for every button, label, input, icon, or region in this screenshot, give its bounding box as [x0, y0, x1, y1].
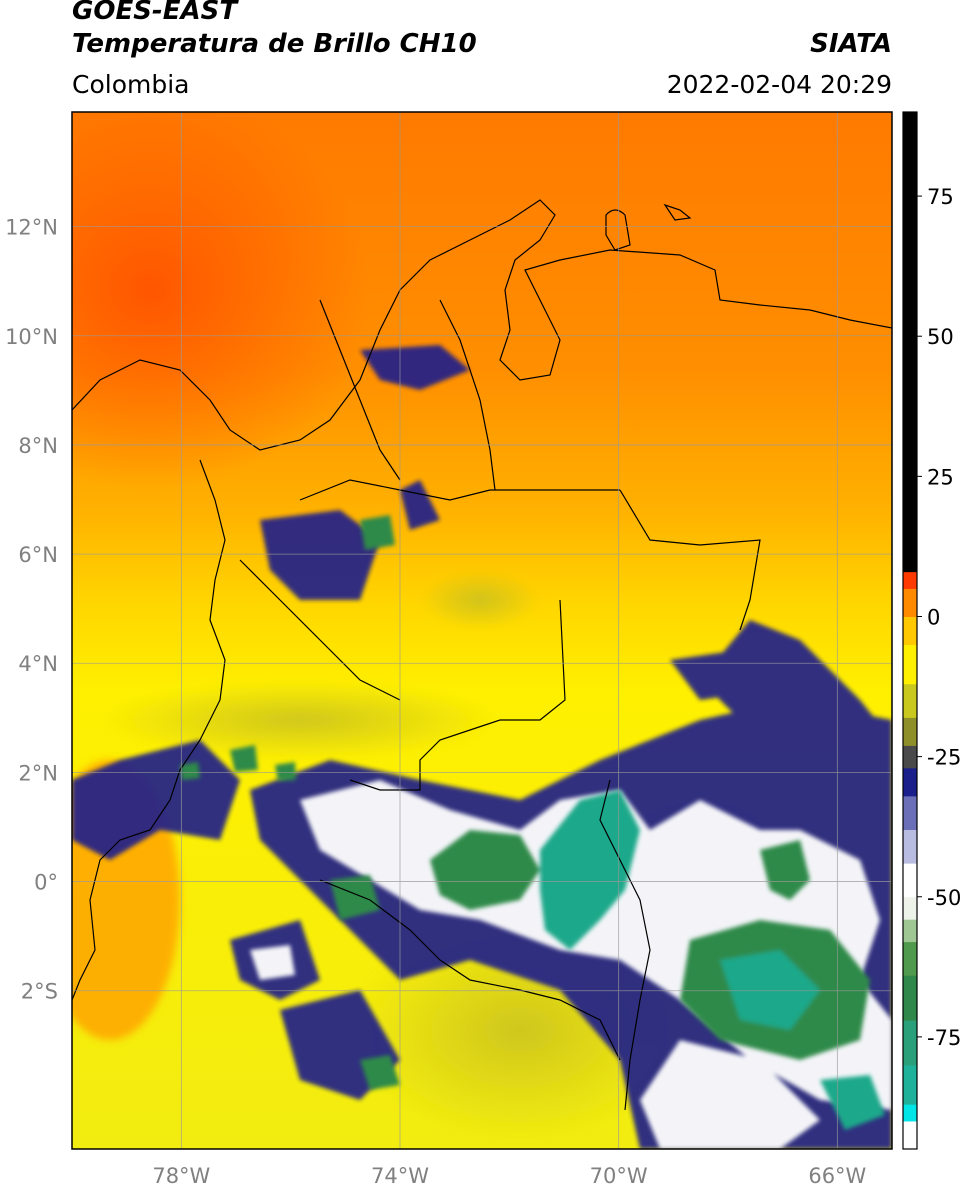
- graticule: [72, 112, 892, 1149]
- colorbar-segment: [903, 1020, 917, 1066]
- colorbar-tick-label: 25: [927, 465, 954, 489]
- latitude-axis: 12°N 10°N 8°N 6°N 4°N 2°N 0° 2°S: [5, 216, 58, 1004]
- colorbar-segment: [903, 975, 917, 1021]
- lat-tick-label: 8°N: [18, 434, 58, 458]
- lat-tick-label: 12°N: [5, 216, 58, 240]
- colorbar-segment: [903, 1064, 917, 1105]
- lat-tick-label: 2°S: [21, 980, 58, 1004]
- colorbar-tick-label: 0: [927, 605, 940, 629]
- colorbar-segment: [903, 571, 917, 589]
- colorbar-tick-label: 50: [927, 325, 954, 349]
- colorbar-ticks: 75 50 25 0 -25 -50 -75: [917, 185, 961, 1050]
- colorbar-segment: [903, 767, 917, 797]
- colorbar-segment: [903, 616, 917, 646]
- lon-tick-label: 74°W: [371, 1164, 429, 1188]
- colorbar-segment: [903, 588, 917, 617]
- colorbar-segment: [903, 896, 917, 920]
- colorbar-segment: [903, 717, 917, 746]
- longitude-axis: 78°W 74°W 70°W 66°W: [152, 1164, 866, 1188]
- colorbar-segment: [903, 863, 917, 898]
- lon-tick-label: 78°W: [152, 1164, 210, 1188]
- lon-tick-label: 70°W: [590, 1164, 648, 1188]
- map-raster: [72, 112, 892, 1149]
- lat-tick-label: 6°N: [18, 543, 58, 567]
- agency-label: SIATA: [810, 29, 892, 59]
- colorbar-tick-label: 75: [927, 185, 954, 209]
- colorbar-segment: [903, 644, 917, 685]
- colorbar-segment: [903, 919, 917, 943]
- colorbar-tick-label: -75: [927, 1026, 961, 1050]
- coastlines-and-borders: [72, 199, 892, 1111]
- datetime-label: 2022-02-04 20:29: [666, 70, 892, 99]
- product-title: Temperatura de Brillo CH10: [72, 29, 477, 59]
- colorbar-segment: [903, 941, 917, 976]
- region-label: Colombia: [72, 70, 190, 99]
- colorbar-segment: [903, 795, 917, 830]
- colorbar-segment: [903, 745, 917, 769]
- lat-tick-label: 2°N: [18, 761, 58, 785]
- colorbar-segment: [903, 1120, 917, 1150]
- colorbar: [903, 112, 917, 1150]
- colorbar-tick-label: -25: [927, 746, 961, 770]
- colorbar-segment: [903, 683, 917, 718]
- colorbar-segment: [903, 1104, 917, 1122]
- colorbar-tick-label: -50: [927, 886, 961, 910]
- satellite-title: GOES-EAST: [72, 0, 238, 26]
- colorbar-frame: [902, 111, 918, 1150]
- lat-tick-label: 0°: [34, 871, 58, 895]
- lat-tick-label: 4°N: [18, 652, 58, 676]
- colorbar-segment: [903, 112, 917, 573]
- lon-tick-label: 66°W: [808, 1164, 866, 1188]
- map-frame: [71, 111, 893, 1150]
- lat-tick-label: 10°N: [5, 325, 58, 349]
- colorbar-segment: [903, 829, 917, 864]
